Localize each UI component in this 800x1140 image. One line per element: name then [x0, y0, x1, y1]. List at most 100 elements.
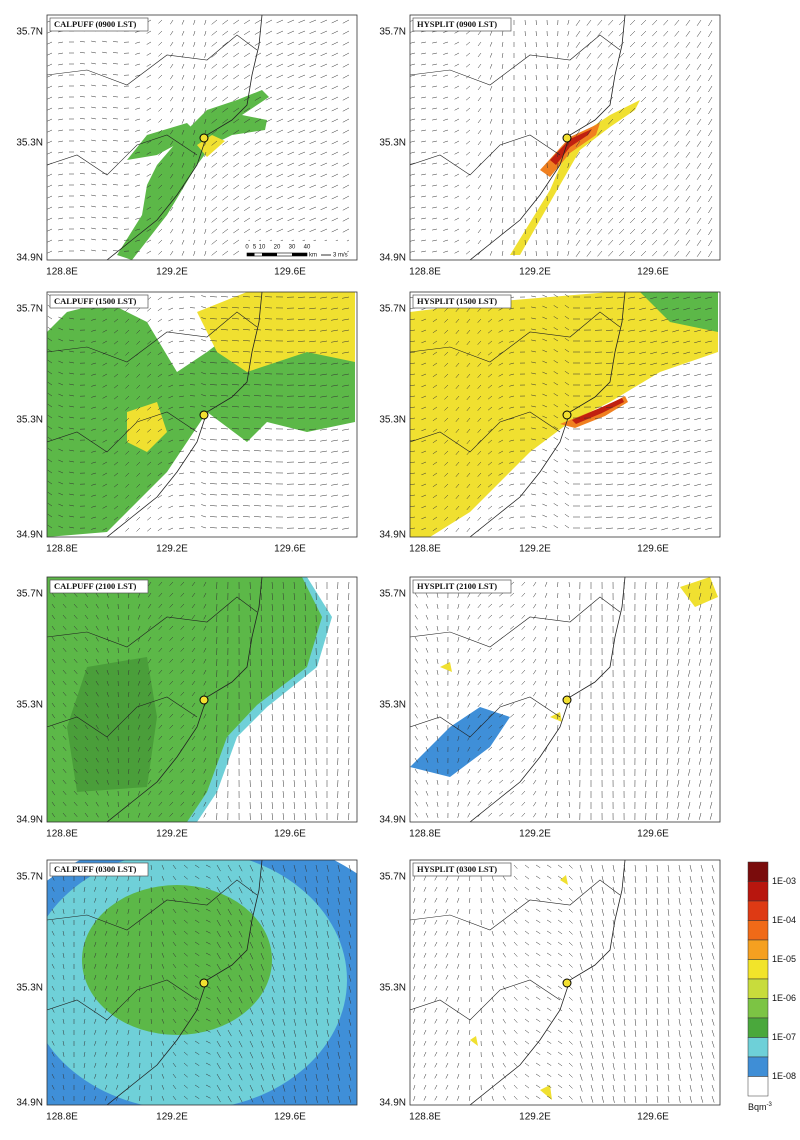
boundary	[410, 596, 621, 648]
plume	[410, 707, 510, 777]
map-frame	[409, 291, 721, 538]
source-marker	[199, 695, 209, 705]
colorbar-segment	[747, 1017, 769, 1038]
lat-label: 35.3N	[16, 138, 43, 149]
map-frame	[46, 291, 358, 538]
plume	[510, 100, 640, 255]
lat-label: 34.9N	[379, 1098, 406, 1109]
boundary	[410, 34, 621, 86]
panel-title-box	[49, 579, 149, 594]
lon-label: 129.2E	[156, 544, 188, 555]
boundary	[47, 34, 258, 86]
plume	[470, 1036, 478, 1046]
lon-label: 129.6E	[637, 829, 669, 840]
scale-tick: 0	[245, 245, 249, 251]
colorbar-segment	[747, 978, 769, 999]
map-content	[410, 577, 720, 822]
colorbar-unit: Bqm-3	[748, 1102, 773, 1113]
lon-label: 128.8E	[46, 1112, 78, 1123]
lon-label: 129.2E	[156, 1112, 188, 1123]
lon-label: 129.6E	[274, 267, 306, 278]
panel-title: HYSPLIT (1500 LST)	[417, 296, 497, 306]
lat-label: 35.3N	[379, 138, 406, 149]
lat-label: 35.3N	[379, 700, 406, 711]
boundary	[410, 134, 561, 176]
scale-bar-seg	[292, 253, 307, 256]
lat-label: 35.3N	[16, 415, 43, 426]
colorbar-label: 1E-03	[772, 876, 796, 886]
plume	[540, 1085, 552, 1100]
lat-label: 34.9N	[379, 253, 406, 264]
scale-tick: 30	[289, 245, 296, 251]
lon-label: 128.8E	[46, 267, 78, 278]
boundary	[47, 979, 198, 1021]
lat-label: 34.9N	[16, 1098, 43, 1109]
scale-tick: 10	[259, 245, 266, 251]
map-content	[47, 577, 357, 822]
lon-label: 129.2E	[519, 267, 551, 278]
plume	[82, 885, 272, 1035]
colorbar-segment	[747, 998, 769, 1019]
scale-bar: 0 5 10 20 30 40 km 3 m/s	[243, 241, 348, 259]
panel-title-box	[412, 294, 512, 309]
lon-label: 129.6E	[637, 267, 669, 278]
colorbar-segment	[747, 1056, 769, 1077]
lat-label: 35.3N	[379, 983, 406, 994]
lat-label: 35.7N	[16, 27, 43, 38]
map-frame	[409, 859, 721, 1106]
scale-bar-seg	[262, 253, 277, 256]
panel-title: HYSPLIT (0300 LST)	[417, 864, 497, 874]
source-marker	[562, 410, 572, 420]
map-frame	[46, 859, 358, 1106]
plume	[127, 402, 167, 452]
lat-label: 34.9N	[379, 815, 406, 826]
lat-label: 35.3N	[16, 983, 43, 994]
lon-label: 128.8E	[409, 267, 441, 278]
lon-label: 129.6E	[274, 1112, 306, 1123]
plume	[67, 657, 157, 792]
source-marker	[199, 410, 209, 420]
panel-title: CALPUFF (0300 LST)	[54, 864, 136, 874]
plume	[640, 292, 718, 332]
boundary	[47, 311, 258, 363]
wind-vectors	[410, 19, 713, 258]
map-frame	[409, 14, 721, 261]
plume	[550, 712, 562, 722]
lat-label: 35.3N	[379, 415, 406, 426]
unit-exponent: -3	[767, 1102, 773, 1108]
colorbar-label: 1E-07	[772, 1032, 796, 1042]
source-marker	[562, 133, 572, 143]
lon-label: 128.8E	[46, 544, 78, 555]
map-frame	[46, 576, 358, 823]
map-content	[47, 292, 357, 537]
lon-label: 129.2E	[519, 829, 551, 840]
lon-label: 129.6E	[274, 829, 306, 840]
unit-base: Bqm	[748, 1102, 767, 1112]
panel-title: CALPUFF (2100 LST)	[54, 581, 136, 591]
map-frame	[409, 576, 721, 823]
panel-title-box	[412, 17, 512, 32]
colorbar-segment	[747, 1076, 769, 1097]
colorbar-segment	[747, 1037, 769, 1058]
map-content	[410, 15, 720, 260]
plume	[440, 662, 452, 672]
lat-label: 35.7N	[16, 589, 43, 600]
lat-label: 35.7N	[379, 589, 406, 600]
map-content	[47, 860, 357, 1105]
colorbar-label: 1E-05	[772, 954, 796, 964]
lon-label: 129.2E	[156, 267, 188, 278]
scale-tick: 20	[274, 245, 281, 251]
vector-ref-label: 3 m/s	[333, 253, 348, 259]
panel-title-box	[412, 579, 512, 594]
lat-label: 35.7N	[16, 872, 43, 883]
lon-label: 129.6E	[637, 544, 669, 555]
colorbar-segment	[747, 959, 769, 980]
lon-label: 128.8E	[409, 544, 441, 555]
plume	[560, 875, 568, 885]
